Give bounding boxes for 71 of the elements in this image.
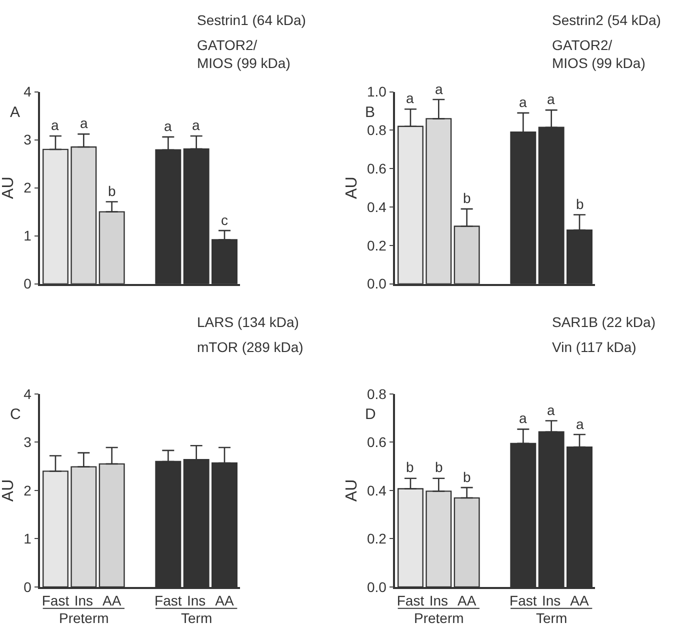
y-tick-label: 0.2 (366, 237, 387, 254)
y-tick-label: 3 (24, 434, 32, 450)
x-tick-label: Fast (42, 592, 70, 609)
x-tick-label: Ins (429, 592, 448, 609)
data-label: a (435, 81, 443, 97)
text: A (10, 104, 20, 121)
y-tick-label: 1 (24, 530, 32, 547)
text: SAR1B (22 kDa) (552, 314, 656, 330)
data-label: a (547, 402, 555, 418)
data-label: b (463, 469, 471, 485)
text: Sestrin1 (64 kDa) (197, 12, 306, 28)
text: Preterm (59, 610, 109, 626)
data-label: a (51, 117, 59, 133)
y-axis-title: AU (343, 479, 360, 502)
x-tick-label: Ins (74, 592, 94, 609)
data-label: a (519, 94, 527, 110)
y-tick-label: 1.0 (366, 84, 387, 100)
y-tick-label: 0 (24, 578, 32, 595)
data-label: a (519, 410, 527, 426)
x-tick-label: AA (570, 592, 590, 609)
text: Vin (117 kDa) (552, 339, 636, 355)
text: Term (181, 610, 212, 626)
data-label: c (221, 212, 228, 228)
data-label: a (164, 118, 172, 134)
y-tick-label: 0.4 (366, 482, 387, 498)
y-tick-label: 4 (24, 386, 32, 402)
data-label: a (406, 90, 414, 106)
text: B (365, 104, 376, 121)
text: Preterm (414, 610, 464, 626)
text: Term (536, 610, 568, 626)
y-tick-label: 3 (24, 132, 32, 148)
data-label: a (576, 416, 584, 432)
data-label: b (406, 459, 414, 475)
y-tick-label: 2 (24, 180, 32, 196)
data-label: a (80, 115, 88, 131)
x-tick-label: Fast (396, 592, 424, 609)
x-tick-label: Ins (186, 592, 206, 609)
text: mTOR (289 kDa) (197, 339, 304, 355)
y-tick-label: 1 (24, 228, 32, 244)
x-tick-label: AA (102, 592, 122, 609)
text: Sestrin2 (54 kDa) (552, 12, 661, 28)
y-axis-title: AU (0, 479, 18, 502)
y-tick-label: 0.4 (366, 198, 387, 215)
y-axis-title: AU (343, 176, 360, 199)
y-tick-label: 4 (24, 84, 32, 100)
y-tick-label: 0.8 (366, 122, 387, 138)
y-tick-label: 0.0 (366, 578, 387, 595)
x-tick-label: AA (457, 592, 477, 609)
x-tick-label: Fast (154, 592, 182, 609)
text: GATOR2/ MIOS (99 kDa) (552, 37, 646, 72)
y-tick-label: 0.6 (366, 434, 387, 450)
data-label: b (435, 459, 443, 475)
data-label: b (108, 183, 116, 199)
data-label: b (576, 196, 584, 212)
x-tick-label: Fast (510, 592, 537, 609)
data-label: b (463, 190, 471, 206)
text: C (10, 406, 21, 423)
data-label: a (547, 91, 555, 107)
text: D (365, 406, 376, 423)
x-tick-label: Ins (542, 592, 561, 609)
y-tick-label: 0.6 (366, 160, 387, 177)
y-tick-label: 0.0 (366, 276, 387, 292)
y-tick-label: 2 (24, 482, 32, 498)
y-axis-title: AU (0, 176, 18, 199)
data-label: a (192, 117, 200, 133)
text: LARS (134 kDa) (197, 314, 299, 330)
y-tick-label: 0.2 (366, 530, 387, 547)
y-tick-label: 0.8 (366, 386, 387, 402)
y-tick-label: 0 (24, 276, 32, 292)
text: GATOR2/ MIOS (99 kDa) (197, 37, 290, 72)
x-tick-label: AA (215, 592, 235, 609)
